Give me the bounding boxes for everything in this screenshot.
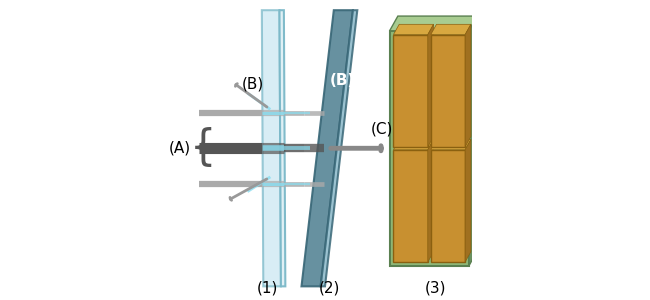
Text: (A): (A) xyxy=(169,141,191,156)
Polygon shape xyxy=(431,34,465,147)
Polygon shape xyxy=(428,24,434,147)
Polygon shape xyxy=(280,10,285,286)
Polygon shape xyxy=(469,16,477,266)
Polygon shape xyxy=(393,150,428,262)
Text: (2): (2) xyxy=(318,280,340,296)
Polygon shape xyxy=(389,31,469,266)
Text: (B): (B) xyxy=(241,76,263,91)
Polygon shape xyxy=(465,24,471,147)
Polygon shape xyxy=(428,140,434,262)
Polygon shape xyxy=(431,24,471,34)
Polygon shape xyxy=(465,140,471,262)
Text: (3): (3) xyxy=(424,280,446,296)
Polygon shape xyxy=(262,10,281,286)
Polygon shape xyxy=(393,140,434,150)
Polygon shape xyxy=(302,10,353,286)
Text: (C): (C) xyxy=(370,122,393,137)
Text: {: { xyxy=(190,127,216,169)
Polygon shape xyxy=(431,140,471,150)
Polygon shape xyxy=(431,150,465,262)
Polygon shape xyxy=(389,16,477,31)
Polygon shape xyxy=(393,24,434,34)
Polygon shape xyxy=(320,10,358,286)
Text: (1): (1) xyxy=(257,280,278,296)
Polygon shape xyxy=(393,34,428,147)
Text: (B): (B) xyxy=(330,73,355,88)
